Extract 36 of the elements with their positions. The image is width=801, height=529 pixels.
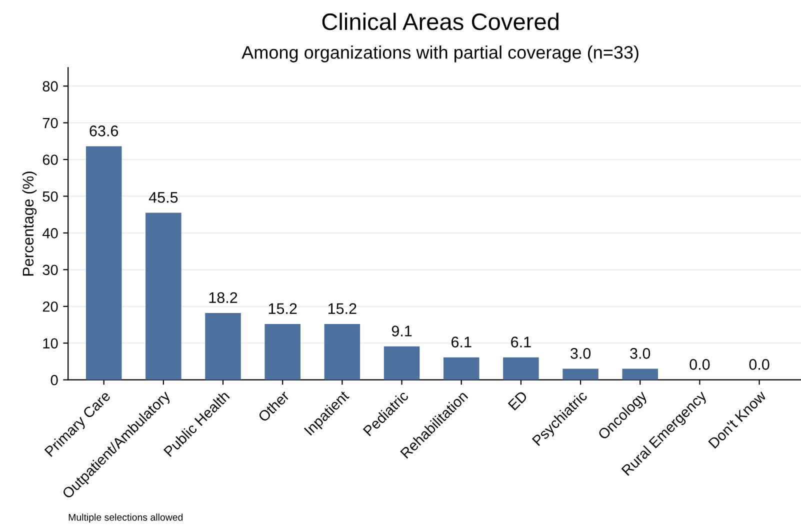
data-label: 6.1	[452, 336, 472, 348]
data-label: 18.2	[209, 292, 238, 304]
data-label: 9.1	[392, 326, 412, 336]
y-tick-label: 0	[50, 374, 58, 386]
data-label: 0.0	[690, 359, 710, 370]
text: Multiple selections allowed	[68, 514, 183, 523]
y-axis-title: Percentage (%)	[22, 172, 37, 276]
bar	[384, 346, 420, 380]
y-tick-label: 70	[42, 118, 58, 128]
y-tick-label: 50	[42, 191, 58, 202]
data-label: 0.0	[749, 359, 770, 370]
y-tick-label: 40	[42, 228, 58, 238]
bar	[443, 357, 480, 380]
bar	[622, 368, 658, 380]
data-label: 45.5	[148, 192, 178, 203]
chart-title: Clinical Areas Covered	[322, 12, 558, 30]
bar	[503, 357, 539, 380]
data-label: 15.2	[328, 303, 356, 314]
bar	[146, 212, 182, 380]
y-tick-label: 20	[42, 301, 58, 312]
y-tick-label: 10	[43, 338, 58, 349]
bar	[562, 368, 598, 380]
bar	[324, 324, 360, 380]
x-tick-label: ED	[508, 390, 528, 410]
data-label: 63.6	[90, 126, 118, 136]
y-tick-label: 60	[42, 154, 58, 165]
data-label: 6.1	[511, 336, 531, 348]
bar	[264, 324, 300, 380]
chart-subtitle: Among organizations with partial coverage (n=33)	[242, 46, 638, 62]
bar	[86, 146, 122, 380]
y-tick-label: 80	[42, 81, 58, 92]
y-tick-label: 30	[42, 264, 58, 276]
bar	[205, 312, 241, 380]
data-label: 3.0	[570, 348, 591, 359]
data-label: 3.0	[630, 348, 650, 359]
data-label: 15.2	[268, 303, 297, 314]
